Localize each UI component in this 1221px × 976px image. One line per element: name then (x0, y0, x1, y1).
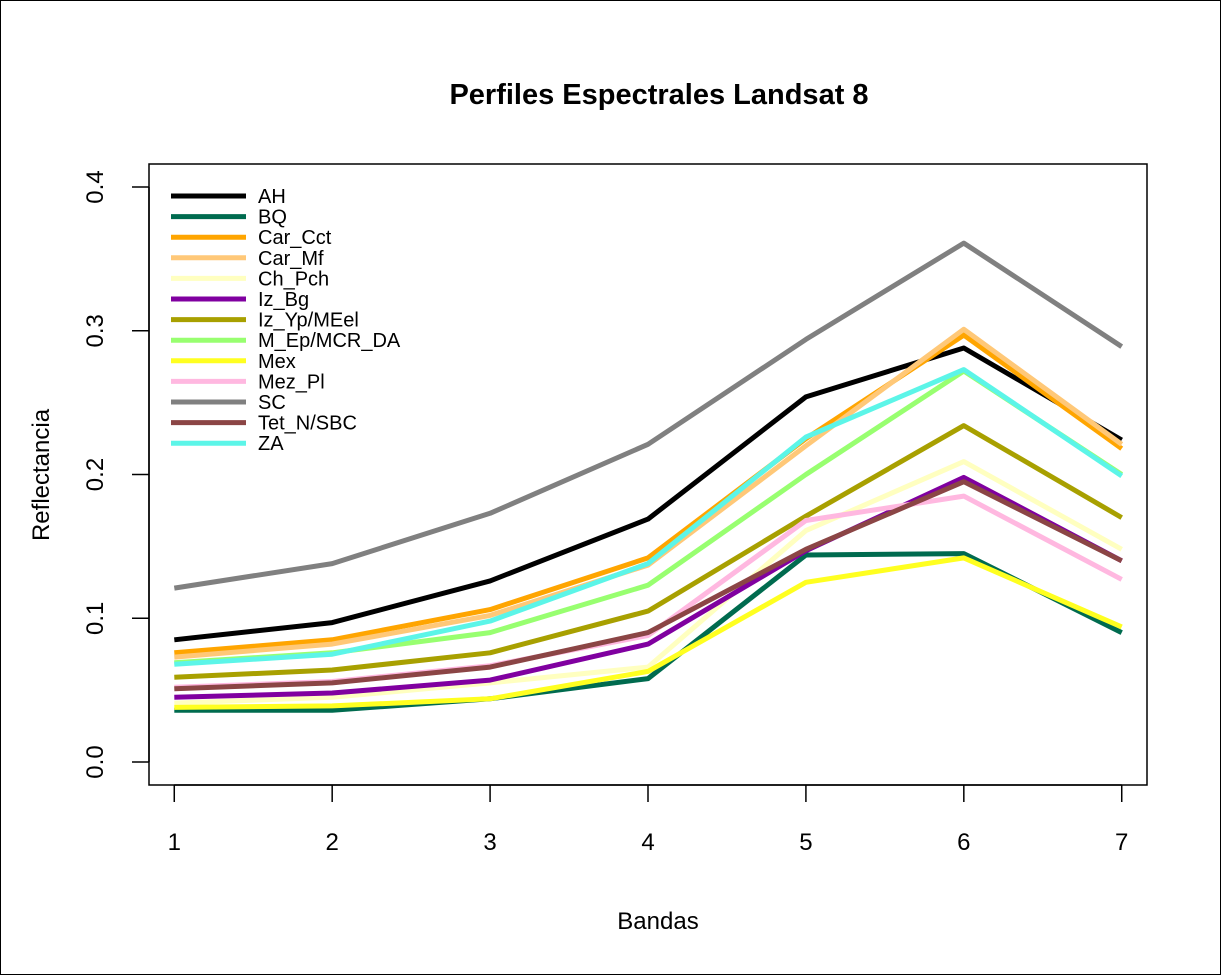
legend-label-3: Car_Mf (258, 248, 324, 270)
legend-label-4: Ch_Pch (258, 268, 329, 290)
series-line-4 (174, 459, 1123, 706)
x-tick-label-2: 3 (483, 829, 496, 856)
legend: AHBQCar_CctCar_MfCh_PchIz_BgIz_Yp/MEelM_… (171, 186, 401, 455)
x-tick-label-6: 7 (1115, 829, 1128, 856)
chart-title: Perfiles Espectrales Landsat 8 (449, 79, 868, 111)
x-tick-label-3: 4 (641, 829, 654, 856)
y-tick-label-2: 0.2 (82, 458, 109, 491)
legend-label-2: Car_Cct (258, 227, 332, 249)
legend-label-6: Iz_Yp/MEel (258, 310, 359, 332)
legend-label-11: Tet_N/SBC (258, 413, 357, 435)
x-axis-title: Bandas (617, 908, 698, 935)
series-line-10 (173, 240, 1124, 591)
series-line-8 (174, 555, 1123, 710)
legend-label-5: Iz_Bg (258, 289, 309, 311)
series-line-5 (174, 474, 1123, 700)
legend-label-0: AH (258, 186, 286, 208)
series-line-0 (174, 345, 1123, 643)
y-axis: 0.0 0.1 0.2 0.3 0.4 (82, 170, 150, 779)
series-line-2 (174, 332, 1124, 656)
series-layer (173, 240, 1124, 713)
series-line-12 (174, 367, 1124, 667)
series-line-1 (174, 551, 1123, 713)
legend-label-1: BQ (258, 207, 287, 229)
legend-label-10: SC (258, 392, 286, 414)
x-tick-label-4: 5 (799, 829, 812, 856)
y-tick-label-1: 0.1 (82, 602, 109, 635)
y-tick-label-4: 0.4 (82, 170, 109, 203)
legend-label-8: Mex (258, 351, 296, 373)
y-tick-label-0: 0.0 (82, 745, 109, 778)
x-tick-label-5: 6 (957, 829, 970, 856)
x-tick-label-0: 1 (168, 829, 181, 856)
legend-label-12: ZA (258, 433, 284, 455)
y-axis-title: Reflectancia (28, 408, 55, 541)
series-line-9 (174, 493, 1123, 690)
y-tick-label-3: 0.3 (82, 314, 109, 347)
x-axis: 1 2 3 4 5 6 7 (168, 784, 1128, 856)
legend-label-9: Mez_Pl (258, 371, 325, 393)
legend-label-7: M_Ep/MCR_DA (258, 330, 401, 352)
series-line-11 (174, 479, 1123, 692)
series-line-6 (174, 423, 1123, 680)
x-tick-label-1: 2 (325, 829, 338, 856)
